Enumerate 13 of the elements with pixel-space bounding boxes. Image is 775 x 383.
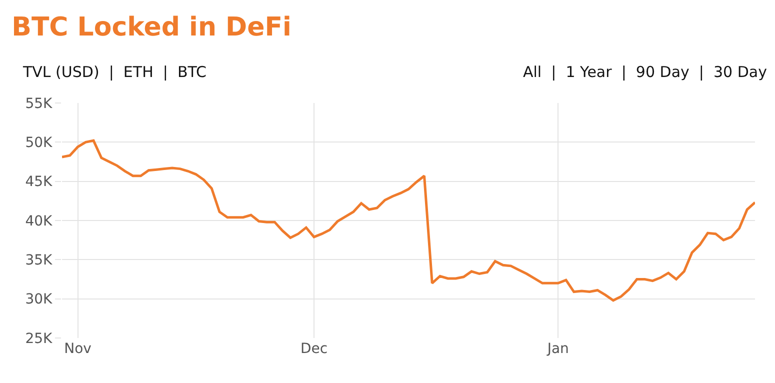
x-tick-label: Dec (300, 341, 328, 357)
chart-subtitle: TVL (USD) | ETH | BTC (22, 63, 207, 81)
y-tick-label: 25K (25, 330, 54, 347)
chart-title: BTC Locked in DeFi (12, 12, 292, 42)
y-tick-label: 30K (25, 292, 54, 308)
x-tick-label: Jan (546, 341, 569, 357)
y-tick-label: 35K (25, 252, 54, 269)
y-tick-label: 40K (25, 213, 54, 230)
text: All | 1 Year | 90 Day | 30 Day (523, 63, 768, 81)
x-tick-label: Nov (64, 341, 92, 357)
y-tick-label: 50K (25, 135, 54, 152)
y-tick-label: 45K (25, 174, 54, 190)
y-tick-label: 55K (25, 96, 54, 112)
